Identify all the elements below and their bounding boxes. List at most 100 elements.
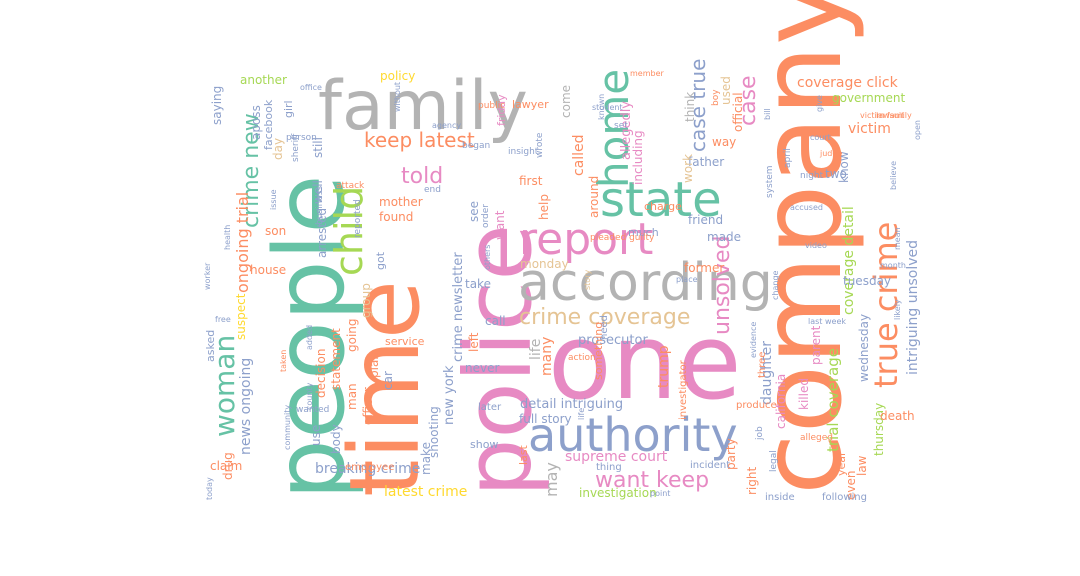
word-left: left [467,332,481,352]
word-attack: attack [336,181,365,191]
word-former: former [684,261,724,275]
word-point: point [650,489,670,498]
word-house: house [250,263,286,277]
word-see: see [467,201,481,222]
word-son: son [265,224,286,238]
word-unsolved: unsolved [710,236,735,335]
word-health: health [223,225,232,250]
word-agency: agency [432,121,461,130]
word-end: end [424,185,441,195]
word-boy: boy [711,89,721,106]
word-wanted: wanted [296,405,329,415]
word-story: story [583,270,592,290]
word-public: public [478,101,505,111]
word-night: night [800,171,824,181]
word-coverage-detail: coverage detail [841,206,857,315]
word-person: person [286,133,317,143]
word-coverage-click: coverage click [797,75,899,91]
word-wednesday: wednesday [857,314,871,382]
word-ongoing-trial: ongoing trial [233,192,252,293]
word-officer: officer [361,387,375,425]
word-pleaded-guilty: pleaded guilty [590,233,655,243]
word-never: never [465,361,499,375]
word-friend: friend [688,213,723,227]
word-case: case [736,75,761,126]
word-one: one [548,301,742,423]
word-free: free [215,315,231,324]
word-woman: woman [208,335,241,437]
word-change: change [771,270,780,300]
word-following: following [822,492,867,503]
word-group: group [359,283,373,318]
word-video: video [805,241,827,250]
word-issue: issue [269,189,278,210]
word-breaking-crime: breaking crime [315,461,420,477]
word-produce: produce [736,400,777,411]
word-allegedly: allegedly [619,101,634,160]
word-others: others [483,245,492,270]
word-judge: judge [819,149,842,158]
word-killed: killed [797,378,811,410]
word-case-true: case true [686,59,710,152]
word-office: office [300,83,322,92]
word-think: think [683,92,697,122]
word-legal: legal [769,450,779,472]
word-new-york: new york [442,365,457,425]
word-first: first [519,174,543,188]
word-show: show [470,438,498,451]
word-home: home [589,69,638,188]
word-true-crime: true crime [867,222,905,388]
word-company: company [737,0,867,495]
word-according: according [518,253,773,313]
word-work: work [681,154,695,183]
word-accused: accused [790,203,823,212]
word-system: system [765,165,775,198]
word-government: government [832,91,905,105]
word-tuesday: tuesday [843,274,891,288]
word-father: father [688,155,724,169]
word-policy: policy [380,69,415,83]
word-make: make [419,442,433,475]
word-police: police [445,224,552,497]
word-take: take [465,277,491,291]
word-give: give [815,95,824,112]
word-drug: drug [221,452,235,480]
word-april: april [783,148,793,168]
word-statement: statement [329,328,343,390]
word-prosecutor: prosecutor [578,333,648,348]
word-open: open [913,120,922,140]
word-without: without [393,82,402,112]
word-told: told [401,164,443,189]
word-aposs: aposs [249,105,263,140]
word-business: business [315,185,325,225]
word-report: report [519,214,653,265]
word-life: life [528,339,544,360]
word-crime-coverage: crime coverage [519,305,690,330]
word-asked: asked [204,330,217,362]
word-decision: decision [314,349,328,398]
word-known: known [597,94,606,120]
word-something: something [592,322,605,380]
word-much: much [628,226,659,239]
word-taken: taken [279,350,288,372]
word-believe: believe [889,161,898,190]
word-use: use [309,425,323,446]
word-suspect: suspect [234,293,248,340]
word-investigation: investigation [579,486,657,500]
word-mean: mean [893,227,902,250]
word-know: know [837,151,851,183]
word-california: california [774,374,788,429]
word-place: place [676,275,698,284]
word-last: last [517,444,530,465]
word-mother: mother [379,195,423,209]
word-day: day [271,138,285,160]
word-member: member [630,69,665,78]
word-employee: employee [345,462,394,473]
word-bill: bill [763,108,772,120]
word-order: order [481,204,491,228]
word-man: man [345,383,359,410]
word-today: today [205,477,214,500]
word-trial-coverage: trial coverage [824,348,842,452]
word-got: got [374,251,387,270]
